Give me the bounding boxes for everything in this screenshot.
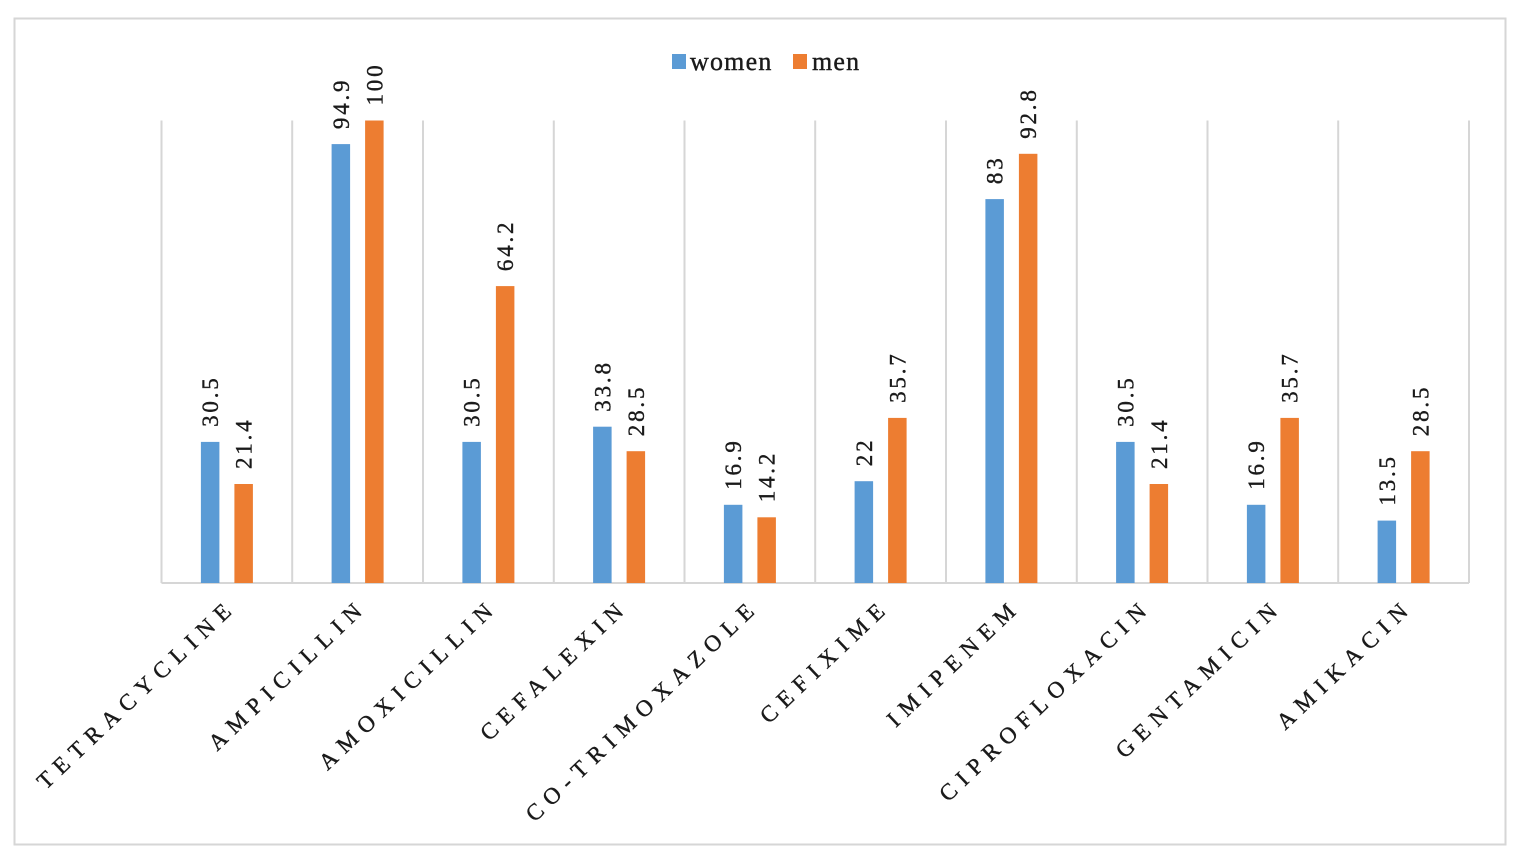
- svg-text:28.5: 28.5: [624, 385, 649, 436]
- svg-text:women: women: [690, 47, 773, 76]
- svg-text:14.2: 14.2: [755, 451, 780, 502]
- svg-text:64.2: 64.2: [493, 220, 518, 271]
- svg-text:13.5: 13.5: [1375, 454, 1400, 505]
- svg-text:21.4: 21.4: [1147, 418, 1172, 469]
- svg-text:35.7: 35.7: [885, 351, 910, 402]
- svg-text:94.9: 94.9: [329, 78, 354, 129]
- svg-text:83: 83: [983, 155, 1008, 184]
- svg-text:100: 100: [362, 63, 387, 106]
- svg-text:22: 22: [852, 438, 877, 467]
- svg-text:92.8: 92.8: [1016, 87, 1041, 138]
- svg-text:30.5: 30.5: [1113, 375, 1138, 426]
- svg-text:30.5: 30.5: [460, 375, 485, 426]
- svg-text:28.5: 28.5: [1408, 385, 1433, 436]
- svg-text:35.7: 35.7: [1278, 351, 1303, 402]
- svg-text:33.8: 33.8: [590, 360, 615, 411]
- svg-text:16.9: 16.9: [721, 438, 746, 489]
- svg-text:21.4: 21.4: [232, 418, 257, 469]
- svg-text:16.9: 16.9: [1244, 438, 1269, 489]
- svg-text:men: men: [812, 47, 860, 76]
- svg-text:30.5: 30.5: [198, 375, 223, 426]
